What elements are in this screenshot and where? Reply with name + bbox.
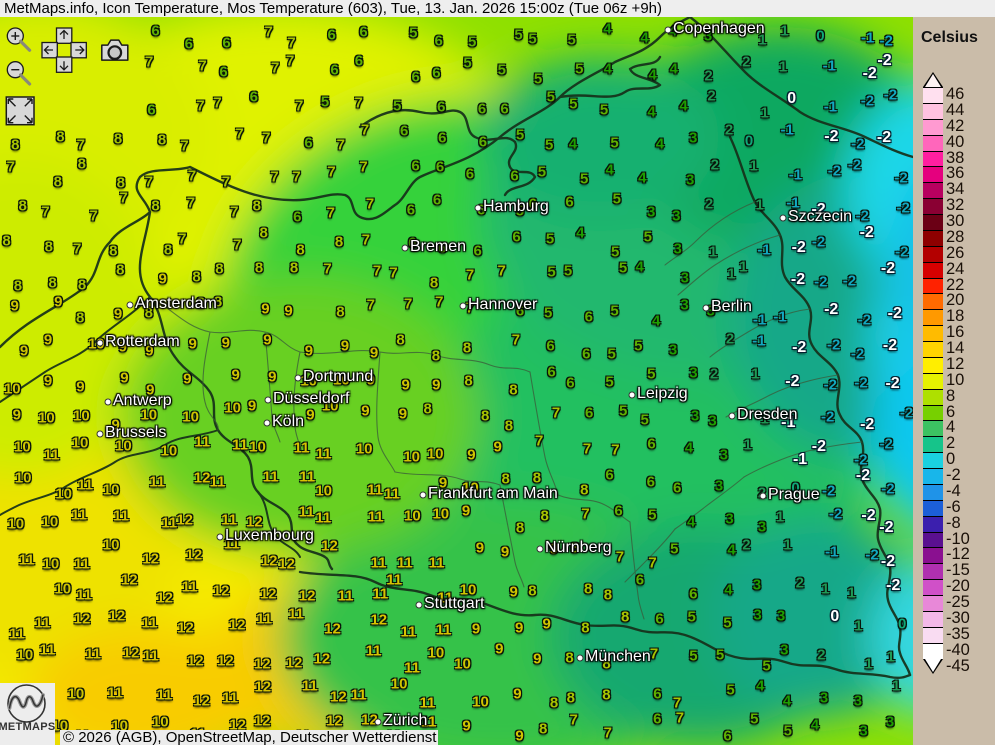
svg-text:METMAPS: METMAPS xyxy=(0,721,55,733)
